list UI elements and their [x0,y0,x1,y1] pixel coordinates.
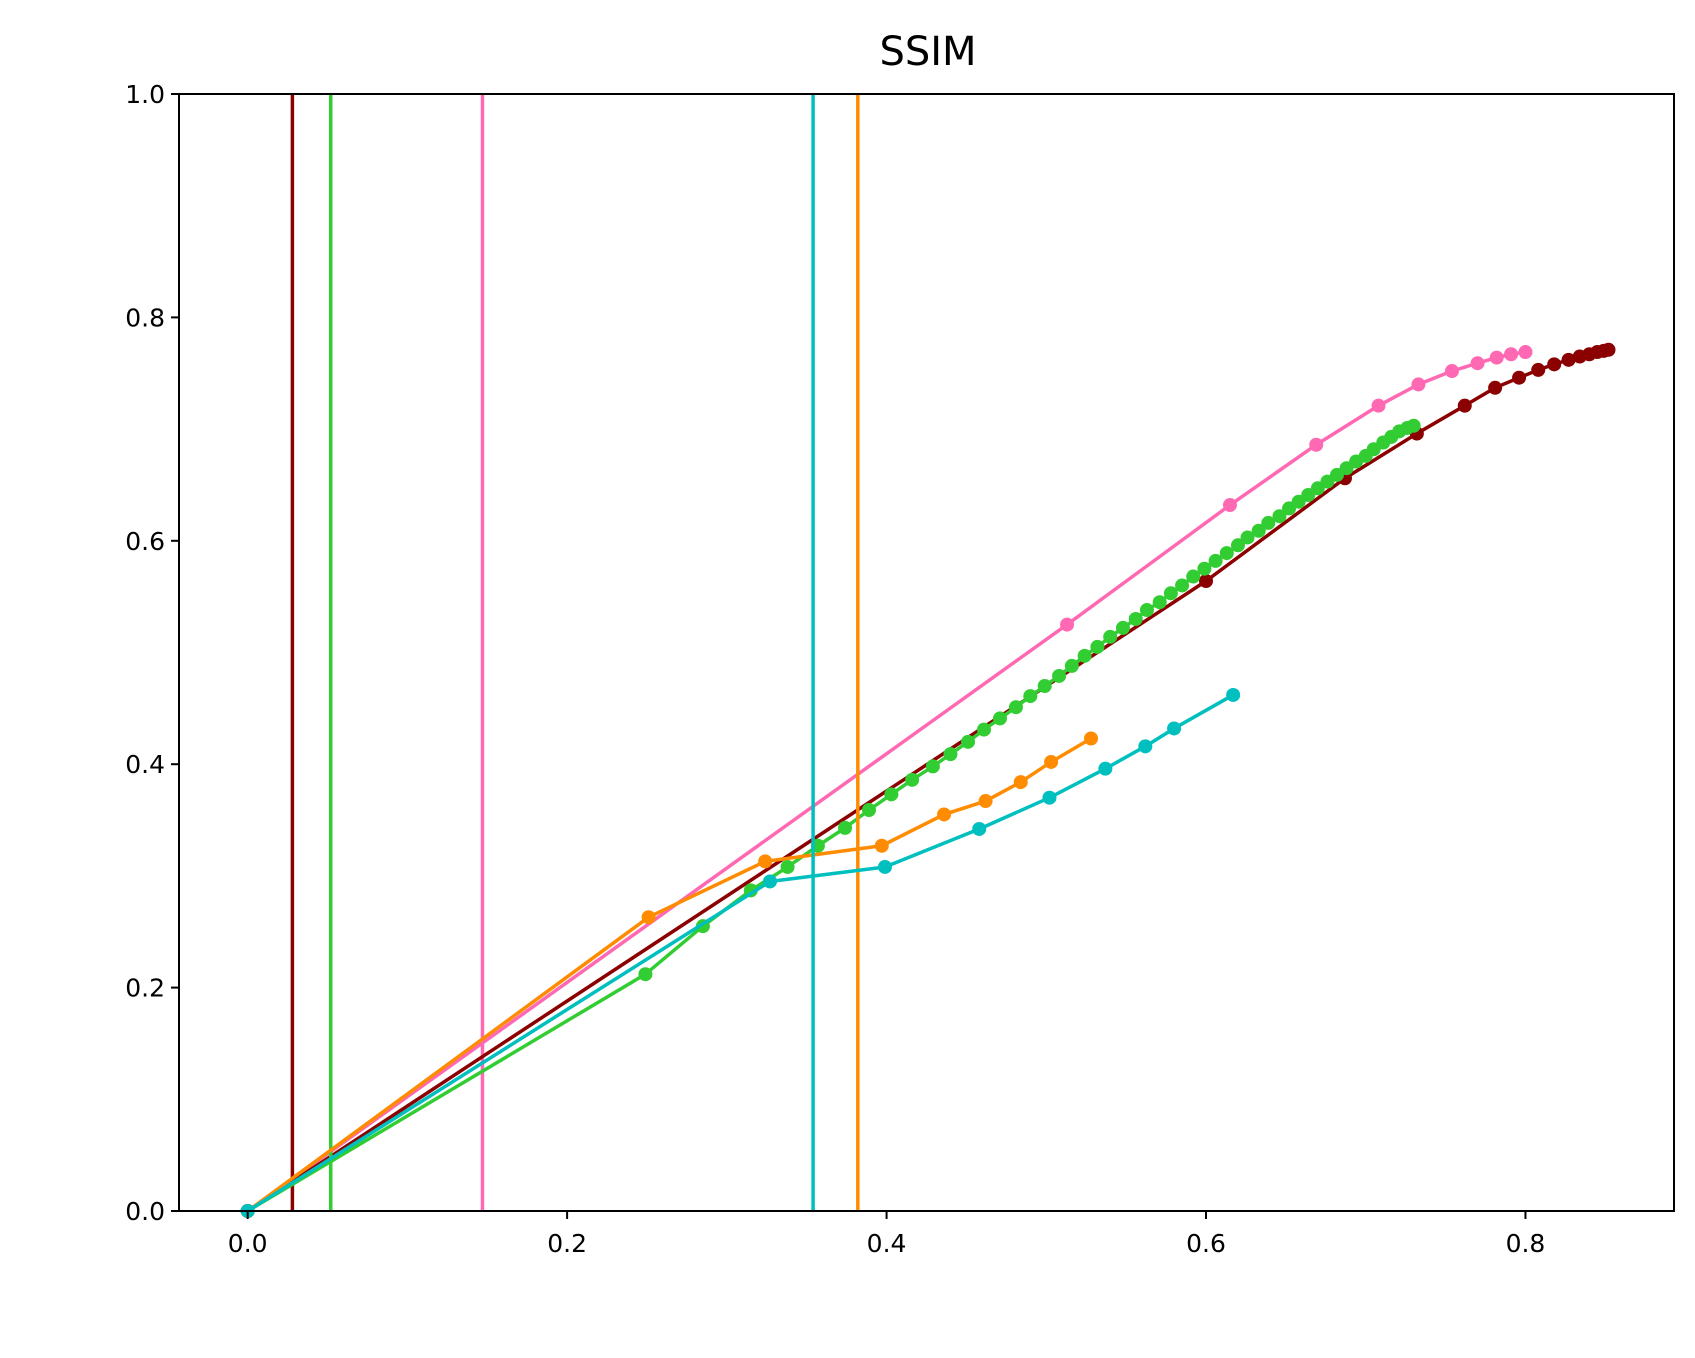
series-3-point-2 [758,854,773,869]
series-2-point-20 [1077,648,1092,663]
series-0-point-9 [1504,347,1519,362]
plot-area [240,94,1616,1218]
series-2-point-34 [1240,530,1255,545]
series-2-point-37 [1272,509,1287,524]
series-0-point-1 [1060,617,1075,632]
series-4-point-7 [1167,721,1182,736]
series-1-point-9 [1561,352,1576,367]
series-2-point-26 [1152,595,1167,610]
series-2-point-21 [1090,639,1105,654]
series-0-point-8 [1489,350,1504,365]
series-2-point-29 [1186,569,1201,584]
series-2-point-13 [977,722,991,737]
y-tick-label: 0.4 [125,750,165,779]
series-2-point-27 [1163,586,1178,601]
x-tick-label: 0.6 [1186,1229,1226,1258]
series-4-point-4 [1042,790,1057,805]
series-2-point-7 [862,802,876,817]
y-tick-label: 0.6 [125,527,165,556]
x-tick-label: 0.4 [867,1229,907,1258]
series-2-point-24 [1128,611,1143,626]
series-4-point-8 [1226,687,1241,702]
series-2-point-1 [638,967,653,982]
series-3-point-8 [1084,731,1099,746]
series-2-point-9 [905,772,920,787]
y-axis-ticks: 0.0 0.2 0.4 0.6 0.8 1.0 [125,80,179,1226]
series-2-point-35 [1251,523,1266,538]
series-1-point-7 [1531,362,1546,377]
series-3-point-1 [641,910,656,925]
y-tick-label: 0.2 [125,974,165,1003]
series-4-point-2 [877,859,892,874]
y-tick-label: 1.0 [125,80,165,109]
series-2-point-12 [961,734,976,749]
series-4-point-6 [1138,739,1153,754]
series-2-point-32 [1219,546,1234,561]
series-2-point-17 [1037,679,1052,694]
series-2-point-14 [992,711,1007,726]
series-4-point-3 [972,821,987,836]
series-2-point-15 [1008,700,1023,715]
series-2-point-52 [1406,418,1421,433]
series-2-point-6 [838,820,853,835]
series-1-point-14 [1601,342,1616,357]
series-2-point-4 [780,859,795,874]
series-2-point-16 [1023,689,1038,704]
series-2-point-23 [1115,620,1130,635]
series-0-point-7 [1470,356,1485,371]
series-2-point-18 [1052,668,1067,683]
series-2-point-31 [1208,553,1223,568]
series-0-point-10 [1518,345,1533,360]
chart-title: SSIM [879,29,976,75]
series-1-point-8 [1547,357,1562,372]
series-2-point-28 [1175,578,1190,593]
series-1-point-5 [1488,380,1503,395]
series-2-point-36 [1261,515,1276,530]
y-tick-label: 0.8 [125,303,165,332]
series-2-point-22 [1103,629,1118,644]
series-2 [240,94,1421,1218]
x-tick-label: 0.0 [228,1229,268,1258]
series-0-point-4 [1371,398,1386,413]
x-tick-label: 0.8 [1506,1229,1546,1258]
series-2-point-19 [1064,658,1079,673]
y-tick-label: 0.0 [125,1197,165,1226]
series-0-point-5 [1411,377,1426,392]
series-4-point-1 [762,874,777,889]
x-axis-ticks: 0.0 0.2 0.4 0.6 0.8 [228,1211,1546,1258]
series-1-point-1 [1199,574,1214,589]
series-0-point-3 [1309,437,1324,452]
series-3-point-3 [874,838,889,853]
x-tick-label: 0.2 [547,1229,587,1258]
series-2-point-33 [1230,538,1245,553]
series-2-point-11 [943,747,958,762]
series-1-point-6 [1512,370,1527,385]
series-3-point-7 [1044,754,1059,769]
series-0 [240,94,1533,1218]
series-1-point-4 [1457,398,1472,413]
series-3-point-6 [1013,775,1028,790]
series-2-point-25 [1139,603,1154,618]
series-0-point-2 [1222,498,1237,513]
series-3-point-4 [937,807,952,822]
series-4 [240,94,1241,1218]
series-0-point-6 [1444,364,1459,379]
series-2-point-8 [884,787,899,802]
series-4-point-5 [1098,761,1113,776]
series-2-point-30 [1197,561,1212,576]
series-2-point-10 [925,759,940,774]
series-3-point-5 [978,794,993,809]
axes-frame [178,93,1675,1212]
